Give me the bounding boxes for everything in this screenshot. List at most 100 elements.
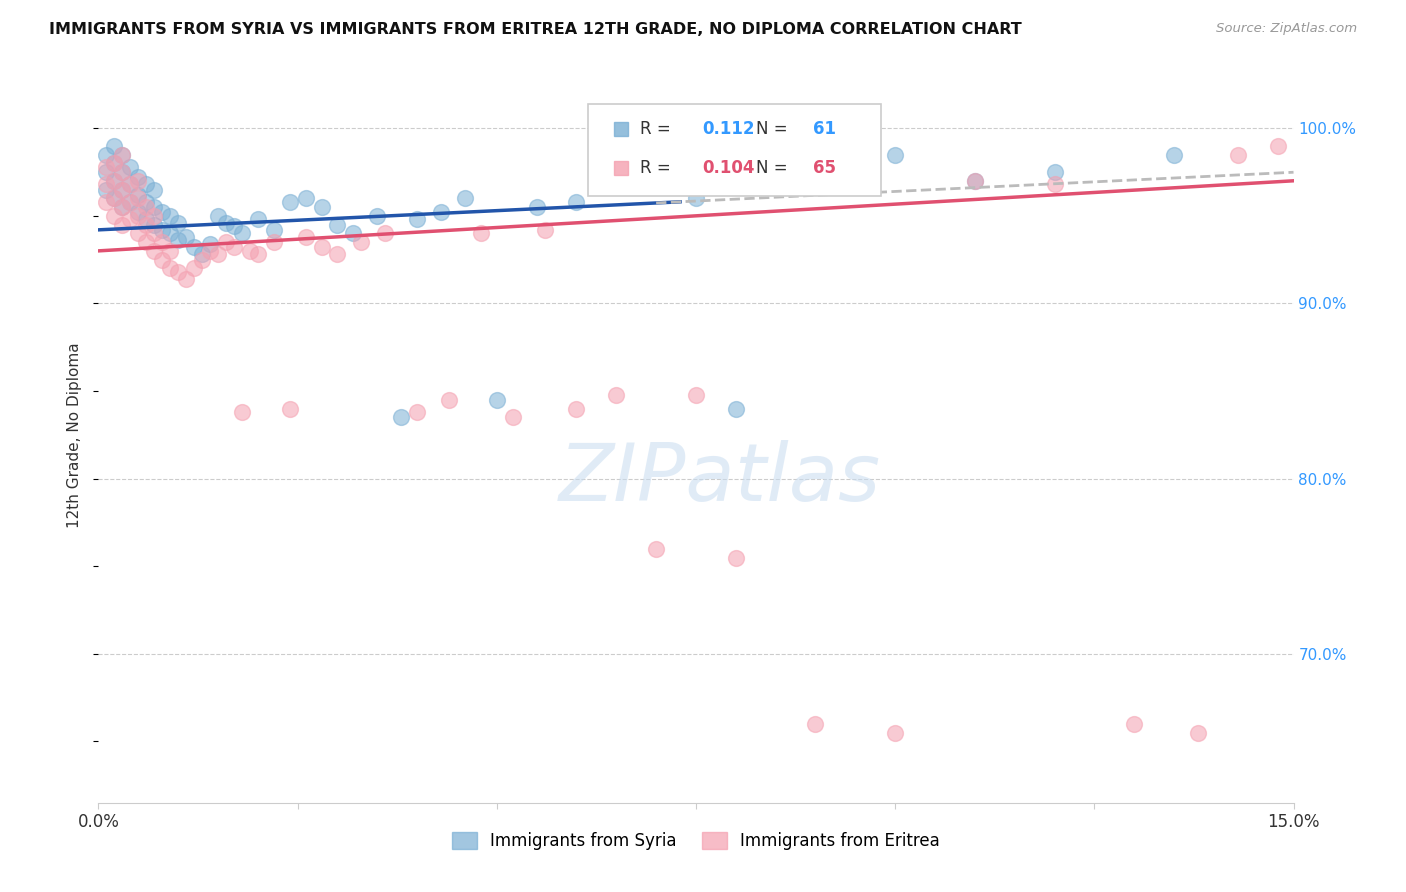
Point xyxy=(645,541,668,556)
Point xyxy=(406,405,429,419)
Point xyxy=(111,147,134,161)
Point xyxy=(183,261,205,276)
Point xyxy=(103,156,125,170)
Point xyxy=(127,170,149,185)
Point xyxy=(150,223,173,237)
Point xyxy=(231,405,253,419)
Point xyxy=(143,218,166,232)
Point xyxy=(159,209,181,223)
Text: 65: 65 xyxy=(813,159,837,177)
Point xyxy=(1163,147,1185,161)
Point xyxy=(1043,178,1066,192)
Point xyxy=(120,160,142,174)
Text: N =: N = xyxy=(756,159,793,177)
Y-axis label: 12th Grade, No Diploma: 12th Grade, No Diploma xyxy=(67,342,83,528)
Point xyxy=(804,165,827,179)
Point xyxy=(135,235,157,249)
Point xyxy=(167,265,190,279)
Point xyxy=(605,174,627,188)
Point xyxy=(565,401,588,416)
Point xyxy=(111,165,134,179)
Point xyxy=(183,240,205,254)
Point xyxy=(326,218,349,232)
Point xyxy=(246,247,269,261)
Point xyxy=(111,183,134,197)
Point xyxy=(127,187,149,202)
Text: 0.104: 0.104 xyxy=(702,159,755,177)
Text: R =: R = xyxy=(640,159,676,177)
Point xyxy=(159,244,181,258)
Point xyxy=(222,240,245,254)
Point xyxy=(127,174,149,188)
Point xyxy=(326,247,349,261)
Point xyxy=(135,200,157,214)
Point xyxy=(198,244,221,258)
Point xyxy=(1123,717,1146,731)
Point xyxy=(342,227,364,241)
Point xyxy=(374,227,396,241)
Point xyxy=(565,194,588,209)
Point xyxy=(1187,725,1209,739)
Point xyxy=(159,227,181,241)
Point xyxy=(150,235,173,249)
Point xyxy=(111,183,134,197)
Point xyxy=(191,252,214,267)
Point xyxy=(278,401,301,416)
Point xyxy=(963,174,986,188)
Point xyxy=(1226,147,1249,161)
Point xyxy=(103,156,125,170)
Point xyxy=(533,223,555,237)
Point xyxy=(804,717,827,731)
Point xyxy=(96,165,118,179)
Point xyxy=(246,212,269,227)
Point xyxy=(167,233,190,247)
Text: 61: 61 xyxy=(813,120,837,138)
Point xyxy=(239,244,262,258)
Point xyxy=(96,194,118,209)
Point xyxy=(174,230,197,244)
Point xyxy=(143,200,166,214)
Point xyxy=(120,212,142,227)
Point xyxy=(311,200,333,214)
Point xyxy=(215,235,238,249)
Point xyxy=(963,174,986,188)
Text: R =: R = xyxy=(640,120,676,138)
FancyBboxPatch shape xyxy=(589,103,882,195)
Point xyxy=(120,194,142,209)
Point xyxy=(120,178,142,192)
Point xyxy=(174,272,197,286)
Point xyxy=(231,227,253,241)
Point xyxy=(111,200,134,214)
Point xyxy=(645,153,668,167)
Point xyxy=(120,194,142,209)
Point xyxy=(294,191,316,205)
Point xyxy=(96,183,118,197)
Point xyxy=(135,194,157,209)
Point xyxy=(222,219,245,234)
Point xyxy=(135,218,157,232)
Point xyxy=(111,218,134,232)
Point xyxy=(191,247,214,261)
Point xyxy=(430,205,453,219)
Point xyxy=(167,216,190,230)
Point xyxy=(103,209,125,223)
Point xyxy=(605,387,627,401)
Point xyxy=(103,174,125,188)
Point xyxy=(198,236,221,251)
Point xyxy=(143,183,166,197)
Legend: Immigrants from Syria, Immigrants from Eritrea: Immigrants from Syria, Immigrants from E… xyxy=(446,825,946,857)
Point xyxy=(127,191,149,205)
Point xyxy=(685,387,707,401)
Point xyxy=(884,725,907,739)
Point xyxy=(502,410,524,425)
Point xyxy=(150,205,173,219)
Point xyxy=(127,209,149,223)
Point xyxy=(143,227,166,241)
Text: 0.112: 0.112 xyxy=(702,120,755,138)
Point xyxy=(454,191,477,205)
Point xyxy=(350,235,373,249)
Point xyxy=(111,165,134,179)
Point xyxy=(526,200,548,214)
Point xyxy=(470,227,492,241)
Point xyxy=(724,401,747,416)
